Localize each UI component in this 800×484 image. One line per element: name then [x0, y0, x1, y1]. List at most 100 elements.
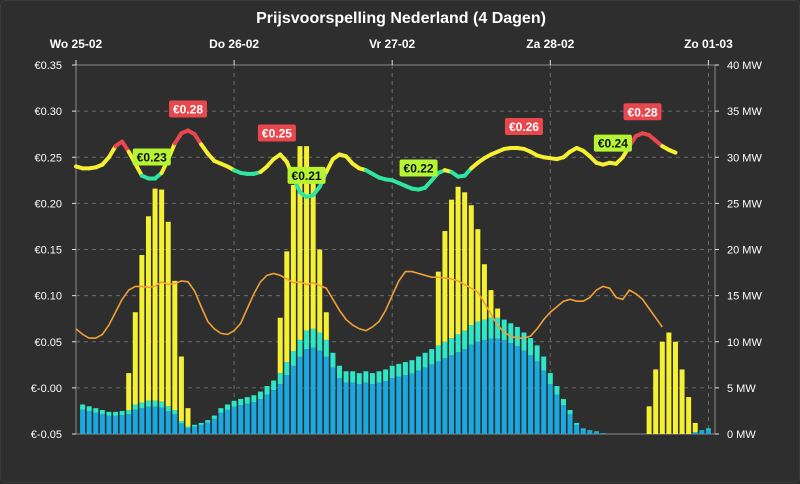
wind-bar — [528, 338, 533, 355]
wind-bar-lower — [390, 378, 395, 434]
y-left-tick-label: €0.35 — [34, 60, 62, 72]
wind-bar-lower — [284, 375, 289, 434]
wind-bar — [363, 371, 368, 382]
wind-bar-lower — [693, 432, 698, 434]
wind-bar — [317, 333, 322, 351]
wind-bar — [146, 401, 151, 407]
solar-bar — [291, 185, 296, 351]
wind-bar — [126, 410, 131, 414]
y-left-tick-label: €0.25 — [34, 152, 62, 164]
wind-bar — [436, 345, 441, 361]
solar-bar — [159, 190, 164, 402]
wind-bar — [462, 331, 467, 350]
solar-bar — [278, 318, 283, 373]
wind-bar — [232, 401, 237, 407]
solar-bar — [673, 342, 678, 434]
wind-bar — [159, 402, 164, 408]
y-left-tick-label: €0.10 — [34, 291, 62, 303]
wind-bar — [291, 351, 296, 366]
wind-bar — [383, 369, 388, 381]
wind-bar-lower — [449, 355, 454, 434]
wind-bar — [139, 403, 144, 409]
wind-bar — [278, 373, 283, 384]
y-right-tick-label: 5 MW — [727, 383, 756, 395]
wind-bar-lower — [311, 348, 316, 434]
wind-bar-lower — [403, 375, 408, 434]
wind-bar — [442, 342, 447, 359]
wind-bar-lower — [80, 410, 85, 434]
wind-bar-lower — [489, 339, 494, 434]
wind-bar — [166, 406, 171, 411]
wind-bar — [133, 404, 138, 409]
wind-bar-lower — [251, 402, 256, 434]
price-label: €0.24 — [598, 137, 628, 151]
price-label: €0.25 — [262, 126, 292, 140]
wind-bar-lower — [232, 407, 237, 434]
x-tick-label: Do 26-02 — [209, 37, 259, 51]
wind-bar-lower — [396, 377, 401, 434]
wind-bar-lower — [106, 416, 111, 434]
wind-bar-lower — [278, 384, 283, 434]
wind-bar-lower — [370, 384, 375, 434]
wind-bar-lower — [502, 340, 507, 434]
solar-bar — [324, 312, 329, 340]
solar-bar — [185, 408, 190, 426]
wind-bar — [113, 412, 118, 416]
wind-bar — [271, 380, 276, 390]
wind-bar — [106, 412, 111, 416]
wind-bar-lower — [166, 411, 171, 434]
solar-bar — [166, 222, 171, 407]
price-label: €0.21 — [292, 169, 322, 183]
wind-bar-lower — [475, 342, 480, 434]
wind-bar — [172, 410, 177, 414]
wind-bar — [541, 357, 546, 371]
x-tick-label: Vr 27-02 — [369, 37, 415, 51]
solar-bar — [666, 333, 671, 434]
wind-bar — [574, 423, 579, 425]
x-tick-label: Wo 25-02 — [50, 37, 103, 51]
wind-bar-lower — [350, 383, 355, 434]
wind-bar — [475, 321, 480, 341]
wind-bar — [521, 333, 526, 351]
wind-bar-lower — [113, 416, 118, 434]
solar-bar — [680, 369, 685, 434]
solar-bar — [284, 251, 289, 362]
wind-bar — [396, 364, 401, 377]
wind-bar-lower — [601, 433, 606, 434]
wind-bar-lower — [357, 384, 362, 434]
y-right-tick-label: 35 MW — [727, 106, 762, 118]
wind-bar — [515, 327, 520, 346]
wind-bar — [324, 340, 329, 357]
wind-bar — [284, 362, 289, 375]
solar-bar — [660, 342, 665, 434]
wind-bar-lower — [304, 349, 309, 434]
wind-bar-lower — [120, 415, 125, 434]
y-right-tick-label: 30 MW — [727, 152, 762, 164]
wind-bar-lower — [185, 428, 190, 434]
wind-bar — [469, 325, 474, 345]
price-line-segment — [326, 159, 333, 172]
y-right-tick-label: 15 MW — [727, 291, 762, 303]
wind-bar-lower — [238, 405, 243, 434]
wind-bar — [225, 404, 230, 409]
price-label: €0.23 — [137, 150, 167, 164]
wind-bar — [581, 428, 586, 429]
y-right-tick-label: 40 MW — [727, 60, 762, 72]
wind-bar-lower — [541, 370, 546, 434]
price-label: €0.26 — [509, 120, 539, 134]
wind-bar — [482, 320, 487, 341]
wind-bar — [350, 371, 355, 382]
wind-bar — [554, 386, 559, 395]
wind-bar — [403, 362, 408, 375]
solar-bar — [686, 397, 691, 434]
solar-bar — [653, 369, 658, 434]
wind-bar — [212, 416, 217, 419]
wind-bar-lower — [271, 390, 276, 434]
wind-bar-lower — [482, 340, 487, 434]
wind-bar-lower — [456, 352, 461, 434]
wind-bar-lower — [416, 370, 421, 434]
wind-bar-lower — [495, 339, 500, 434]
wind-bar-lower — [521, 351, 526, 434]
wind-bar-lower — [409, 373, 414, 434]
wind-bar-lower — [528, 355, 533, 434]
